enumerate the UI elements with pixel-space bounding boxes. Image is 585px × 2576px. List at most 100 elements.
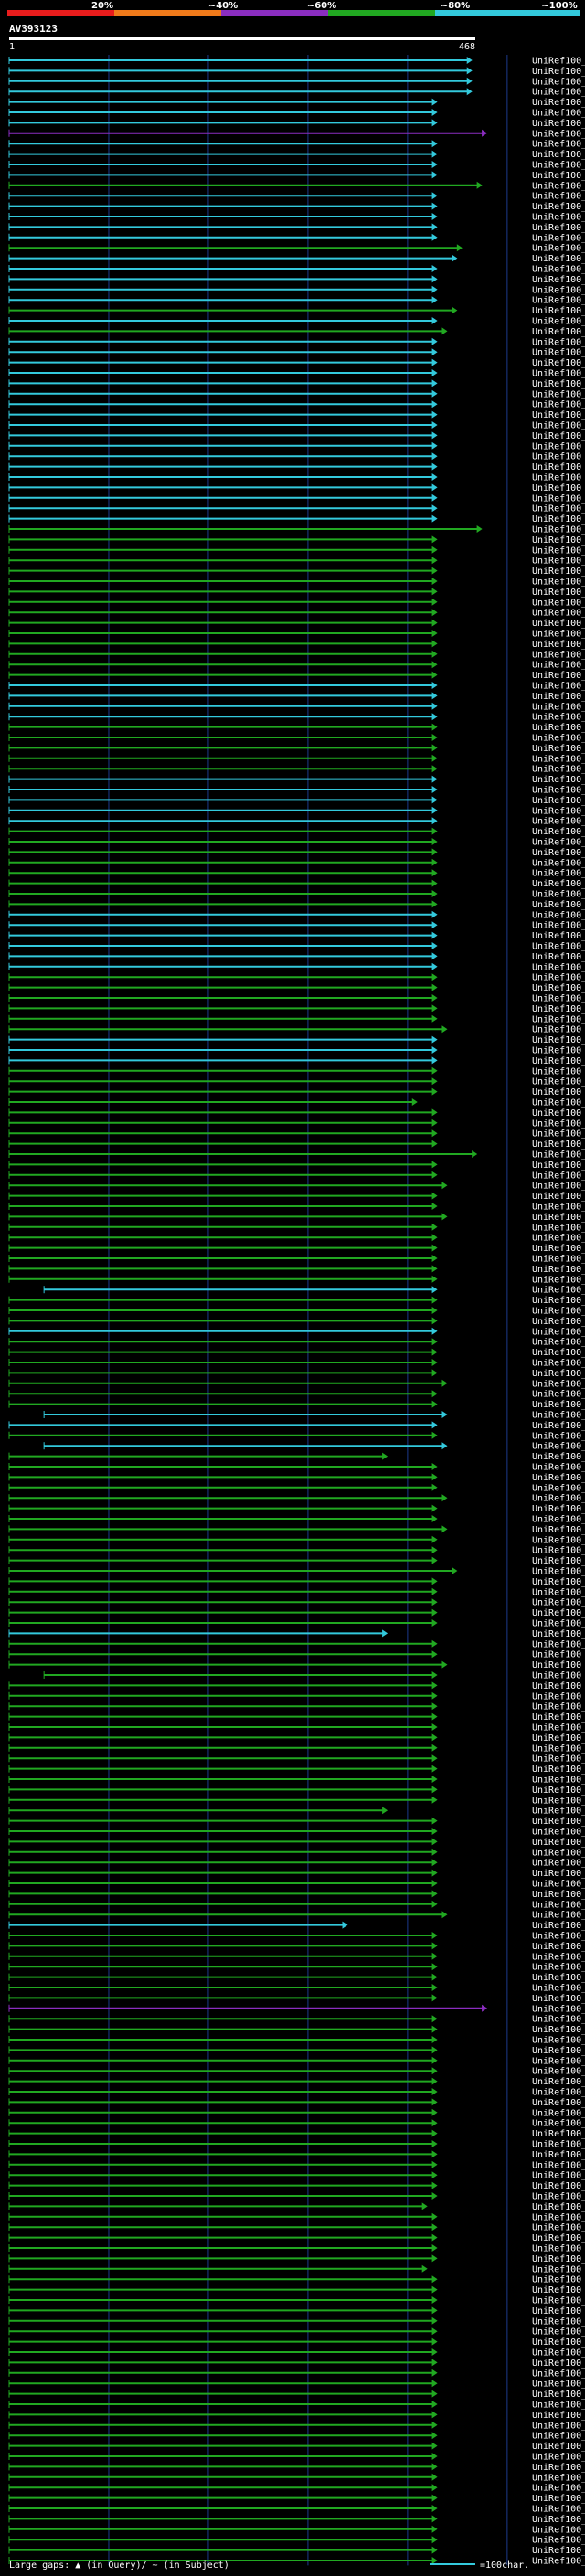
hit-row[interactable]: UniRef100_A9Z1T8	[8, 327, 585, 337]
hit-row[interactable]: UniRef100_Q0SN71	[8, 671, 585, 681]
hit-row[interactable]: UniRef100_C5ZYV0	[8, 2296, 585, 2306]
hit-row[interactable]: UniRef100_Q8L4L4	[8, 1161, 585, 1171]
hit-label[interactable]: UniRef100_Q6PBE3	[532, 661, 585, 671]
hit-row[interactable]: UniRef100_B5YN15	[8, 1639, 585, 1649]
hit-label[interactable]: UniRef100_A4HKE3	[532, 2463, 585, 2473]
hit-row[interactable]: UniRef100_B0FWK5	[8, 441, 585, 451]
hit-label[interactable]: UniRef100_B2AVB5	[532, 2140, 585, 2150]
hit-label[interactable]: UniRef100_Q4G0R2	[532, 1025, 585, 1035]
hit-label[interactable]: UniRef100_Q4S138	[532, 483, 585, 493]
hit-label[interactable]: UniRef100_C1BMX2	[532, 921, 585, 931]
hit-label[interactable]: UniRef100_A7S119	[532, 973, 585, 983]
hit-label[interactable]: UniRef100_C4N8E8	[532, 817, 585, 827]
hit-label[interactable]: UniRef100_C0LZ27	[532, 1765, 585, 1775]
hit-row[interactable]: UniRef100_Q38HU5	[8, 1203, 585, 1213]
hit-row[interactable]: UniRef100_Q6PBE3	[8, 661, 585, 671]
hit-label[interactable]: UniRef100_C4Y4Y6	[532, 1733, 585, 1744]
hit-label[interactable]: UniRef100_A4RHC5	[532, 2202, 585, 2212]
hit-row[interactable]: UniRef100_UPI000..	[8, 265, 585, 275]
hit-label[interactable]: UniRef100_UPI000..	[532, 265, 585, 275]
hit-row[interactable]: UniRef100_C7IXS6	[8, 1452, 585, 1462]
hit-row[interactable]: UniRef100_A6SD49	[8, 1963, 585, 1973]
hit-label[interactable]: UniRef100_Q62PR7	[532, 1619, 585, 1629]
hit-label[interactable]: UniRef100_P49227	[532, 1265, 585, 1275]
hit-row[interactable]: UniRef100_Q1IGD8	[8, 1348, 585, 1358]
hit-row[interactable]: UniRef100_C4LU56	[8, 2390, 585, 2400]
hit-label[interactable]: UniRef100_Q0V9S2	[532, 1838, 585, 1848]
hit-label[interactable]: UniRef100_C5XEQ2	[532, 827, 585, 837]
hit-label[interactable]: UniRef100_A9TYC5	[532, 1504, 585, 1514]
hit-row[interactable]: UniRef100_C4Y4Y6	[8, 1733, 585, 1744]
hit-row[interactable]: UniRef100_B5DGH0	[8, 431, 585, 441]
hit-label[interactable]: UniRef100_A6RFH8	[532, 2369, 585, 2379]
hit-label[interactable]: UniRef100_Q5KR03	[532, 2536, 585, 2546]
hit-label[interactable]: UniRef100_Q22608	[532, 67, 585, 77]
hit-row[interactable]: UniRef100_B3NMF8	[8, 1255, 585, 1265]
hit-label[interactable]: UniRef100_B2WID9	[532, 2484, 585, 2494]
hit-label[interactable]: UniRef100_Q6JWM5	[532, 1994, 585, 2004]
hit-row[interactable]: UniRef100_A9TXS7	[8, 1525, 585, 1535]
hit-label[interactable]: UniRef100_A9UTG3	[532, 1828, 585, 1838]
hit-label[interactable]: UniRef100_P52D57	[532, 1712, 585, 1723]
hit-row[interactable]: UniRef100_B4NB96	[8, 1400, 585, 1410]
hit-row[interactable]: UniRef100_C1BEQ7	[8, 765, 585, 775]
hit-row[interactable]: UniRef100_B2Y125	[8, 578, 585, 588]
hit-label[interactable]: UniRef100_UPI000..	[532, 493, 585, 504]
hit-label[interactable]: UniRef100_A6SLD6	[532, 2056, 585, 2066]
hit-label[interactable]: UniRef100_B7PJX5	[532, 1108, 585, 1118]
hit-row[interactable]: UniRef100_C1K2D0	[8, 567, 585, 577]
hit-label[interactable]: UniRef100_A3F834	[532, 1587, 585, 1597]
hit-label[interactable]: UniRef100_C0NRD6	[532, 2359, 585, 2369]
hit-row[interactable]: UniRef100_UPI000..	[8, 233, 585, 243]
hit-label[interactable]: UniRef100_Q9P6J0	[532, 473, 585, 483]
hit-label[interactable]: UniRef100_B9TAZ4	[532, 1046, 585, 1056]
hit-row[interactable]: UniRef100_A4RHC5	[8, 2202, 585, 2212]
hit-label[interactable]: UniRef100_Q0TFY0	[532, 2046, 585, 2056]
hit-label[interactable]: UniRef100_B9WKS3	[532, 2171, 585, 2181]
hit-label[interactable]: UniRef100_UPI000..	[532, 150, 585, 160]
hit-row[interactable]: UniRef100_C5S534	[8, 2108, 585, 2118]
hit-row[interactable]: UniRef100_C1GPV3	[8, 2442, 585, 2452]
hit-label[interactable]: UniRef100_Q7PMP1	[532, 994, 585, 1004]
hit-row[interactable]: UniRef100_B4J2D9	[8, 858, 585, 868]
hit-row[interactable]: UniRef100_C5DDN6	[8, 1869, 585, 1879]
hit-row[interactable]: UniRef100_A3A071	[8, 1431, 585, 1441]
hit-label[interactable]: UniRef100_B4NB96	[532, 1400, 585, 1410]
hit-row[interactable]: UniRef100_UPI000..	[8, 952, 585, 962]
hit-row[interactable]: UniRef100_B7S0E4	[8, 88, 585, 98]
hit-label[interactable]: UniRef100_C1K2D0	[532, 567, 585, 577]
hit-label[interactable]: UniRef100_Q0DOQ3	[532, 1984, 585, 1994]
hit-row[interactable]: UniRef100_Q4R0M0	[8, 723, 585, 733]
hit-label[interactable]: UniRef100_Q5EY89	[532, 2327, 585, 2337]
hit-row[interactable]: UniRef100_A4E6D0	[8, 1660, 585, 1670]
hit-label[interactable]: UniRef100_B5GF99	[532, 1244, 585, 1254]
hit-label[interactable]: UniRef100_UPI000..	[532, 1296, 585, 1306]
hit-label[interactable]: UniRef100_C1BKQ9	[532, 786, 585, 796]
hit-label[interactable]: UniRef100_C1GPV3	[532, 2442, 585, 2452]
hit-label[interactable]: UniRef100_B4J2D9	[532, 858, 585, 868]
hit-label[interactable]: UniRef100_B2VHY5	[532, 1014, 585, 1024]
hit-row[interactable]: UniRef100_B2VHY5	[8, 1014, 585, 1024]
hit-label[interactable]: UniRef100_UPI000..	[532, 952, 585, 962]
hit-label[interactable]: UniRef100_Q38HU5	[532, 1203, 585, 1213]
hit-row[interactable]: UniRef100_C0NRD6	[8, 2359, 585, 2369]
hit-label[interactable]: UniRef100_B7TJH5	[532, 1921, 585, 1931]
hit-label[interactable]: UniRef100_C4WR27	[532, 119, 585, 129]
hit-row[interactable]: UniRef100_Q2N1B3	[8, 2494, 585, 2504]
hit-row[interactable]: UniRef100_B2CVC4	[8, 2557, 585, 2567]
hit-label[interactable]: UniRef100_A8PKQ7	[532, 1890, 585, 1900]
hit-label[interactable]: UniRef100_B6TH59	[532, 713, 585, 723]
hit-label[interactable]: UniRef100_C4QWU8	[532, 2036, 585, 2046]
hit-label[interactable]: UniRef100_A8U9N9	[532, 1213, 585, 1223]
hit-row[interactable]: UniRef100_B6Q8E2	[8, 2380, 585, 2390]
hit-label[interactable]: UniRef100_Q61GB1	[532, 379, 585, 389]
hit-row[interactable]: UniRef100_A4RSZ9	[8, 1556, 585, 1566]
hit-row[interactable]: UniRef100_A7EYA0	[8, 1932, 585, 1942]
hit-row[interactable]: UniRef100_UPI000..	[8, 1307, 585, 1317]
hit-label[interactable]: UniRef100_Q6X1M1	[532, 546, 585, 556]
hit-row[interactable]: UniRef100_UPI000..	[8, 2233, 585, 2243]
hit-label[interactable]: UniRef100_C5M642	[532, 1848, 585, 1858]
hit-row[interactable]: UniRef100_Q6UNT2	[8, 1359, 585, 1369]
hit-label[interactable]: UniRef100_C5DDN6	[532, 1869, 585, 1879]
hit-row[interactable]: UniRef100_A8U9N9	[8, 1213, 585, 1223]
